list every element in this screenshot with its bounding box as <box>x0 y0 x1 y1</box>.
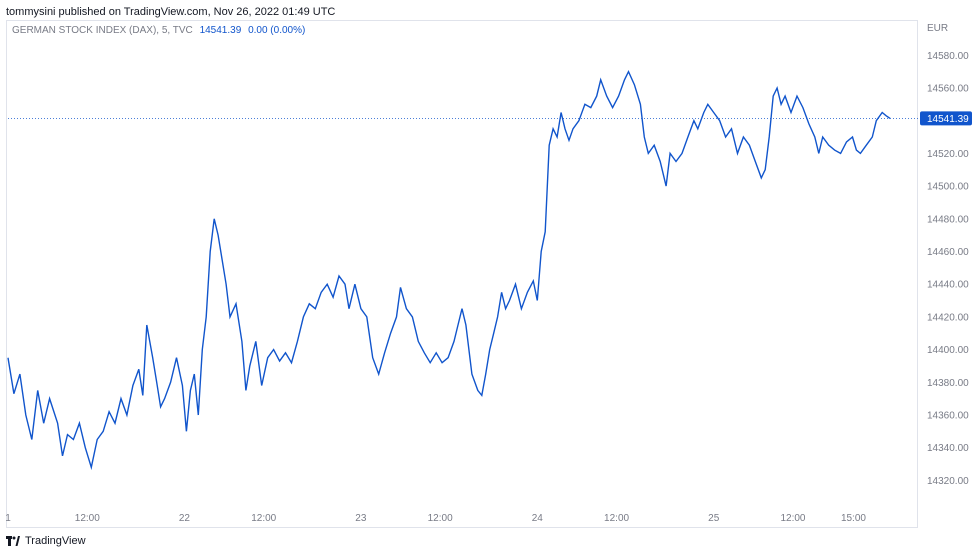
y-axis: 14580.0014560.0014540.0014520.0014500.00… <box>927 51 969 487</box>
x-tick-label: 15:00 <box>841 513 866 524</box>
y-tick-label: 14380.00 <box>927 378 969 389</box>
last-price: 14541.39 <box>199 25 242 36</box>
x-tick-label: 22 <box>179 513 191 524</box>
x-tick-label: 23 <box>355 513 367 524</box>
chart-frame <box>6 20 918 528</box>
symbol-legend[interactable]: GERMAN STOCK INDEX (DAX), 5, TVC 14541.3… <box>12 25 305 36</box>
x-axis: 1 12:00 22 12:00 23 12:00 24 12:00 25 12:00 15:00 <box>5 513 866 524</box>
x-tick-label: 12:00 <box>428 513 453 524</box>
y-tick-label: 14560.00 <box>927 83 969 94</box>
y-tick-label: 14460.00 <box>927 247 969 258</box>
x-tick-label: 25 <box>708 513 720 524</box>
currency-label: EUR <box>927 23 948 34</box>
y-tick-label: 14420.00 <box>927 312 969 323</box>
y-tick-label: 14580.00 <box>927 51 969 62</box>
y-tick-label: 14520.00 <box>927 149 969 160</box>
y-tick-label: 14500.00 <box>927 182 969 193</box>
x-tick-label: 1 <box>5 513 11 524</box>
y-tick-label: 14440.00 <box>927 280 969 291</box>
price-line <box>7 69 891 471</box>
last-price-tag: 14541.39 <box>920 111 972 126</box>
last-price-tag-text: 14541.39 <box>927 114 969 125</box>
y-tick-label: 14360.00 <box>927 410 969 421</box>
footer: TradingView <box>6 532 86 550</box>
price-change: 0.00 (0.00%) <box>248 25 306 36</box>
tradingview-logo-icon <box>6 536 20 546</box>
symbol-name: GERMAN STOCK INDEX (DAX), 5, TVC <box>12 25 193 36</box>
x-tick-label: 12:00 <box>604 513 629 524</box>
x-tick-label: 12:00 <box>251 513 276 524</box>
x-tick-label: 24 <box>532 513 544 524</box>
y-tick-label: 14480.00 <box>927 214 969 225</box>
y-tick-label: 14340.00 <box>927 443 969 454</box>
y-tick-label: 14320.00 <box>927 476 969 487</box>
publisher-header: tommysini published on TradingView.com, … <box>6 6 336 18</box>
x-tick-label: 12:00 <box>780 513 805 524</box>
tradingview-brand: TradingView <box>25 535 86 547</box>
y-tick-label: 14400.00 <box>927 345 969 356</box>
x-tick-label: 12:00 <box>75 513 100 524</box>
